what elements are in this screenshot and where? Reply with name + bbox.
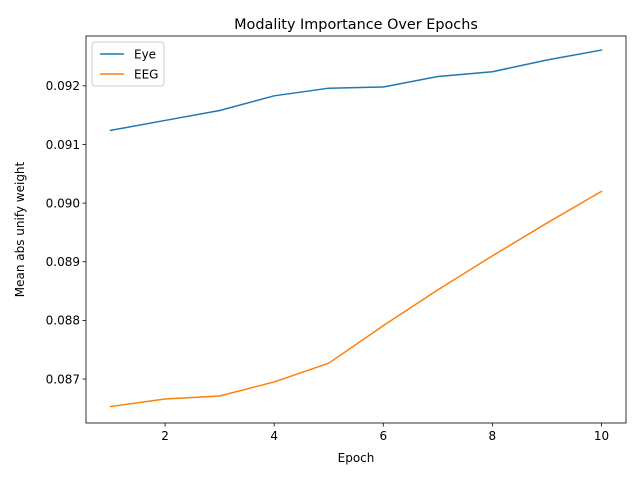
y-tick-label: 0.087 bbox=[46, 372, 80, 386]
y-axis: 0.087 0.088 0.089 0.090 0.091 0.092 bbox=[46, 79, 86, 386]
y-axis-title: Mean abs unify weight bbox=[13, 161, 27, 297]
x-tick-label: 6 bbox=[379, 429, 387, 443]
series-line-eye bbox=[109, 49, 603, 132]
series-line-eeg bbox=[109, 190, 603, 408]
legend-box bbox=[91, 41, 165, 87]
legend-label-eeg: EEG bbox=[134, 67, 158, 81]
y-tick-label: 0.091 bbox=[46, 138, 80, 152]
x-tick-label: 10 bbox=[594, 429, 609, 443]
y-tick-label: 0.088 bbox=[46, 314, 80, 328]
x-tick-label: 2 bbox=[161, 429, 169, 443]
legend-label-eye: Eye bbox=[134, 47, 156, 61]
plot-area-frame bbox=[85, 35, 627, 424]
x-tick-label: 8 bbox=[489, 429, 497, 443]
y-tick-label: 0.089 bbox=[46, 255, 80, 269]
x-axis-title: Epoch bbox=[338, 451, 375, 465]
series-layer bbox=[109, 49, 603, 408]
y-tick-label: 0.092 bbox=[46, 79, 80, 93]
y-tick-label: 0.090 bbox=[46, 196, 80, 210]
x-axis: 2 4 6 8 10 bbox=[161, 423, 609, 443]
chart-title: Modality Importance Over Epochs bbox=[234, 17, 478, 33]
legend: Eye EEG bbox=[91, 41, 165, 87]
x-tick-label: 4 bbox=[270, 429, 278, 443]
